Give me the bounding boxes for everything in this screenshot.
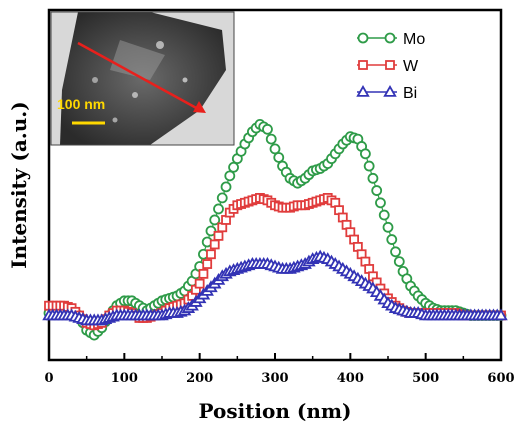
data-point-mo — [262, 123, 273, 135]
x-tick-label: 600 — [487, 371, 514, 386]
legend-label: W — [403, 58, 419, 75]
legend-marker — [385, 60, 395, 70]
y-axis-label: Intensity (a.u.) — [7, 101, 31, 268]
x-tick-label: 100 — [111, 371, 138, 386]
x-tick-label: 300 — [261, 371, 288, 386]
data-point-mo — [363, 160, 375, 172]
data-point-bi — [494, 308, 508, 321]
data-point-mo — [220, 181, 232, 193]
data-point-mo — [390, 246, 401, 258]
data-point-w — [194, 278, 205, 289]
legend-marker — [356, 84, 370, 97]
data-point-mo — [378, 209, 390, 221]
arrow-head — [193, 101, 206, 113]
data-point-mo — [273, 152, 285, 163]
legend-label: Bi — [403, 85, 417, 102]
legend-marker — [384, 32, 396, 44]
inset-tem-image: 100 nm — [50, 11, 235, 146]
data-point-mo — [359, 148, 371, 160]
data-point-mo — [386, 234, 398, 245]
data-point-mo — [265, 133, 277, 145]
data-point-mo — [382, 221, 394, 233]
legend-entry-bi: Bi — [356, 84, 417, 102]
data-point-mo — [216, 192, 228, 204]
x-tick-label: 0 — [44, 371, 53, 386]
x-tick-labels: 0 100 200 300 400 500 600 — [44, 371, 514, 386]
line-scan-arrow — [77, 41, 201, 112]
data-point-w — [209, 239, 220, 250]
nanorod-highlight — [110, 40, 165, 80]
scale-bar-label: 100 nm — [57, 96, 105, 112]
legend-entry-mo: Mo — [357, 31, 425, 48]
series-bi — [42, 249, 508, 326]
legend-entry-w: W — [357, 58, 419, 75]
data-point-mo — [209, 214, 221, 226]
x-tick-marks — [48, 353, 502, 360]
data-point-w — [198, 268, 209, 279]
data-point-mo — [393, 256, 405, 268]
x-axis-label: Position (nm) — [198, 399, 351, 423]
x-tick-label: 500 — [412, 371, 439, 386]
legend-marker — [358, 60, 368, 70]
data-point-mo — [228, 161, 239, 173]
data-point-mo — [375, 197, 386, 209]
legend-label: Mo — [403, 31, 425, 48]
x-tick-label: 400 — [337, 371, 364, 386]
data-point-w — [206, 249, 216, 260]
data-point-mo — [213, 203, 224, 215]
data-point-mo — [269, 143, 281, 155]
data-point-mo — [224, 170, 236, 182]
data-point-mo — [367, 172, 379, 184]
data-point-w — [202, 259, 213, 269]
legend: Mo W Bi — [356, 31, 425, 102]
legend-marker — [383, 84, 397, 97]
series-layer — [42, 119, 508, 341]
x-tick-label: 200 — [186, 371, 213, 386]
data-point-mo — [371, 185, 383, 196]
legend-marker — [357, 32, 369, 44]
data-point-w — [213, 230, 224, 241]
